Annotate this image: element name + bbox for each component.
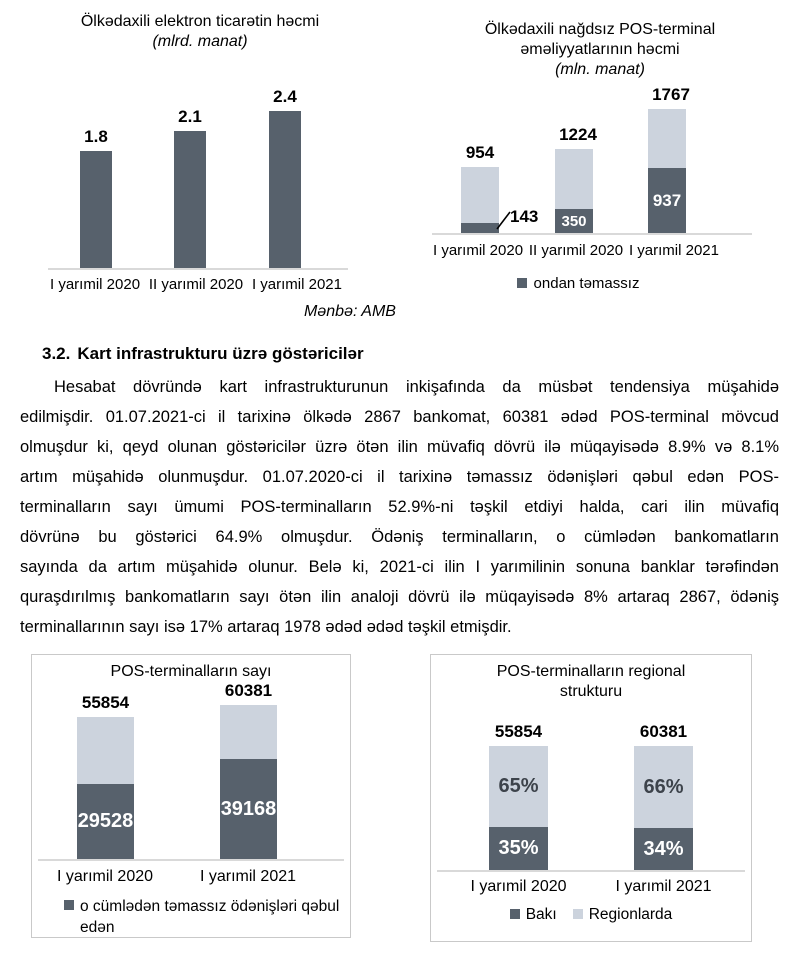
chart-title-text: POS-terminalların regional strukturu	[496, 663, 686, 700]
x-axis-label: I yarımil 2021	[615, 878, 712, 895]
section-title: Kart infrastrukturu üzrə göstəricilər	[77, 344, 364, 363]
baku-segment: 35%	[489, 827, 548, 870]
bar-total-label: 60381	[639, 722, 688, 741]
pos-regional-structure-chart: POS-terminalların regional strukturu 558…	[430, 654, 752, 942]
x-axis-label: II yarımil 2020	[528, 242, 624, 259]
chart-title: POS-terminalların regional strukturu	[431, 662, 751, 702]
chart-subtitle: (mlrd. manat)	[152, 33, 248, 50]
contactless-segment: 39168	[220, 759, 277, 859]
paragraph-line: dövrünə bu göstərici 64.9% olmuşdur. Ödə…	[20, 528, 779, 546]
chart-legend: o cümlədən təmassız ödənişləri qəbul edə…	[64, 896, 339, 938]
bar-total-label: 1224	[559, 125, 597, 144]
legend-label: Bakı	[525, 906, 557, 923]
bar-2021h1: 39168	[220, 705, 277, 859]
paragraph-line: edilmişdir. 01.07.2021-ci il tarixinə öl…	[20, 408, 779, 426]
pos-cashless-volume-chart: Ölkədaxili nağdsız POS-terminal əməliyya…	[428, 14, 772, 306]
bar-value-label: 2.4	[273, 87, 297, 106]
bar-2021h1: 66% 34%	[634, 746, 693, 870]
bar-2021h1: 937	[648, 109, 686, 233]
legend-line: o cümlədən təmassız ödənişləri qəbul	[80, 898, 340, 915]
body-paragraph: Hesabat dövründə kart infrastrukturunun …	[20, 372, 779, 642]
callout-line	[496, 211, 511, 230]
contactless-segment: 937	[648, 168, 686, 233]
x-axis: I yarımil 2020 II yarımil 2020 I yarımil…	[50, 276, 342, 293]
paragraph-line: terminallarının sayı isə 17% artaraq 197…	[20, 618, 512, 636]
x-axis-label: I yarımil 2021	[251, 276, 342, 293]
legend-swatch-light	[572, 909, 583, 919]
chart-subtitle: (mln. manat)	[555, 61, 645, 78]
legend-label: ondan təmassız	[533, 275, 640, 292]
legend-label: Regionlarda	[588, 906, 673, 923]
x-axis: I yarımil 2020 II yarımil 2020 I yarımil…	[433, 242, 719, 259]
bar-2020h1: 65% 35%	[489, 746, 548, 870]
bar-2020h1	[461, 167, 499, 233]
bar-total-label: 55854	[81, 693, 130, 712]
x-axis-label: I yarımil 2020	[470, 878, 567, 895]
contactless-segment: 29528	[77, 784, 134, 859]
bar-value-label: 1.8	[84, 127, 108, 146]
contactless-segment	[461, 223, 499, 233]
paragraph-line: artım müşahidə olunmuşdur. 01.07.2020-ci…	[20, 468, 779, 486]
legend-item: Regionlarda	[572, 906, 673, 924]
x-axis-label: I yarımil 2020	[50, 276, 141, 293]
bar-2021h1	[269, 111, 301, 268]
baku-segment: 34%	[634, 828, 693, 870]
legend-swatch-dark	[516, 278, 527, 288]
bar-2020h1: 29528	[77, 717, 134, 859]
pos-terminal-count-chart: POS-terminalların sayı 55854 29528 60381…	[31, 654, 351, 938]
plot-area: 55854 65% 35% 60381 66% 34%	[437, 722, 745, 872]
section-heading: 3.2. Kart infrastrukturu üzrə göstəricilə…	[42, 344, 364, 364]
chart-title: Ölkədaxili elektron ticarətin həcmi	[80, 13, 320, 30]
ecommerce-volume-chart: Ölkədaxili elektron ticarətin həcmi (mlr…	[38, 8, 362, 300]
regions-segment: 65%	[498, 775, 539, 797]
x-axis-label: II yarımil 2020	[148, 276, 244, 293]
contactless-value-label: 143	[510, 207, 539, 226]
bar-value-label: 2.1	[178, 107, 202, 126]
chart-title: Ölkədaxili nağdsız POS-terminal əməliyya…	[484, 21, 716, 58]
plot-area: 55854 29528 60381 39168	[38, 681, 344, 861]
bar-2020h2: 350	[555, 149, 593, 233]
legend-line: edən	[80, 919, 115, 936]
section-number: 3.2.	[42, 344, 71, 363]
legend-swatch-dark	[509, 909, 520, 919]
bar-2020h1	[80, 151, 112, 268]
paragraph-line: terminalların sayı ümumi POS-terminallar…	[20, 498, 779, 516]
chart-title: POS-terminalların sayı	[110, 663, 272, 680]
x-axis-label: I yarımil 2020	[56, 868, 154, 885]
regions-segment: 66%	[643, 775, 684, 798]
paragraph-line: quraşdırılmış bankomatların sayı ötən il…	[20, 588, 779, 606]
plot-area: 954 143 1224 350 1767 937	[432, 85, 752, 235]
bar-total-label: 954	[465, 143, 495, 162]
paragraph-line: olmuşdur ki, qeyd olunan göstəricilər üz…	[20, 438, 779, 456]
source-note: Mənbə: AMB	[304, 303, 396, 320]
x-axis-label: I yarımil 2021	[628, 242, 719, 259]
bar-total-label: 60381	[224, 681, 273, 700]
chart-legend: ondan təmassız	[428, 275, 728, 292]
legend-item: Bakı	[509, 906, 557, 924]
chart-legend: Bakı Regionlarda	[431, 906, 751, 924]
x-axis-label: I yarımil 2020	[433, 242, 524, 259]
bar-2020h2	[174, 131, 206, 268]
contactless-segment: 350	[555, 209, 593, 233]
bar-total-label: 55854	[494, 722, 543, 741]
plot-area: 1.8 2.1 2.4	[48, 87, 348, 270]
x-axis-label: I yarımil 2021	[199, 868, 297, 885]
bar-total-label: 1767	[652, 85, 690, 104]
paragraph-line: Hesabat dövründə kart infrastrukturunun …	[54, 378, 779, 396]
legend-swatch-dark	[64, 900, 74, 910]
legend-label: o cümlədən təmassız ödənişləri qəbul edə…	[80, 896, 339, 938]
paragraph-line: sayında da artım müşahidə olunur. Belə k…	[20, 558, 779, 576]
